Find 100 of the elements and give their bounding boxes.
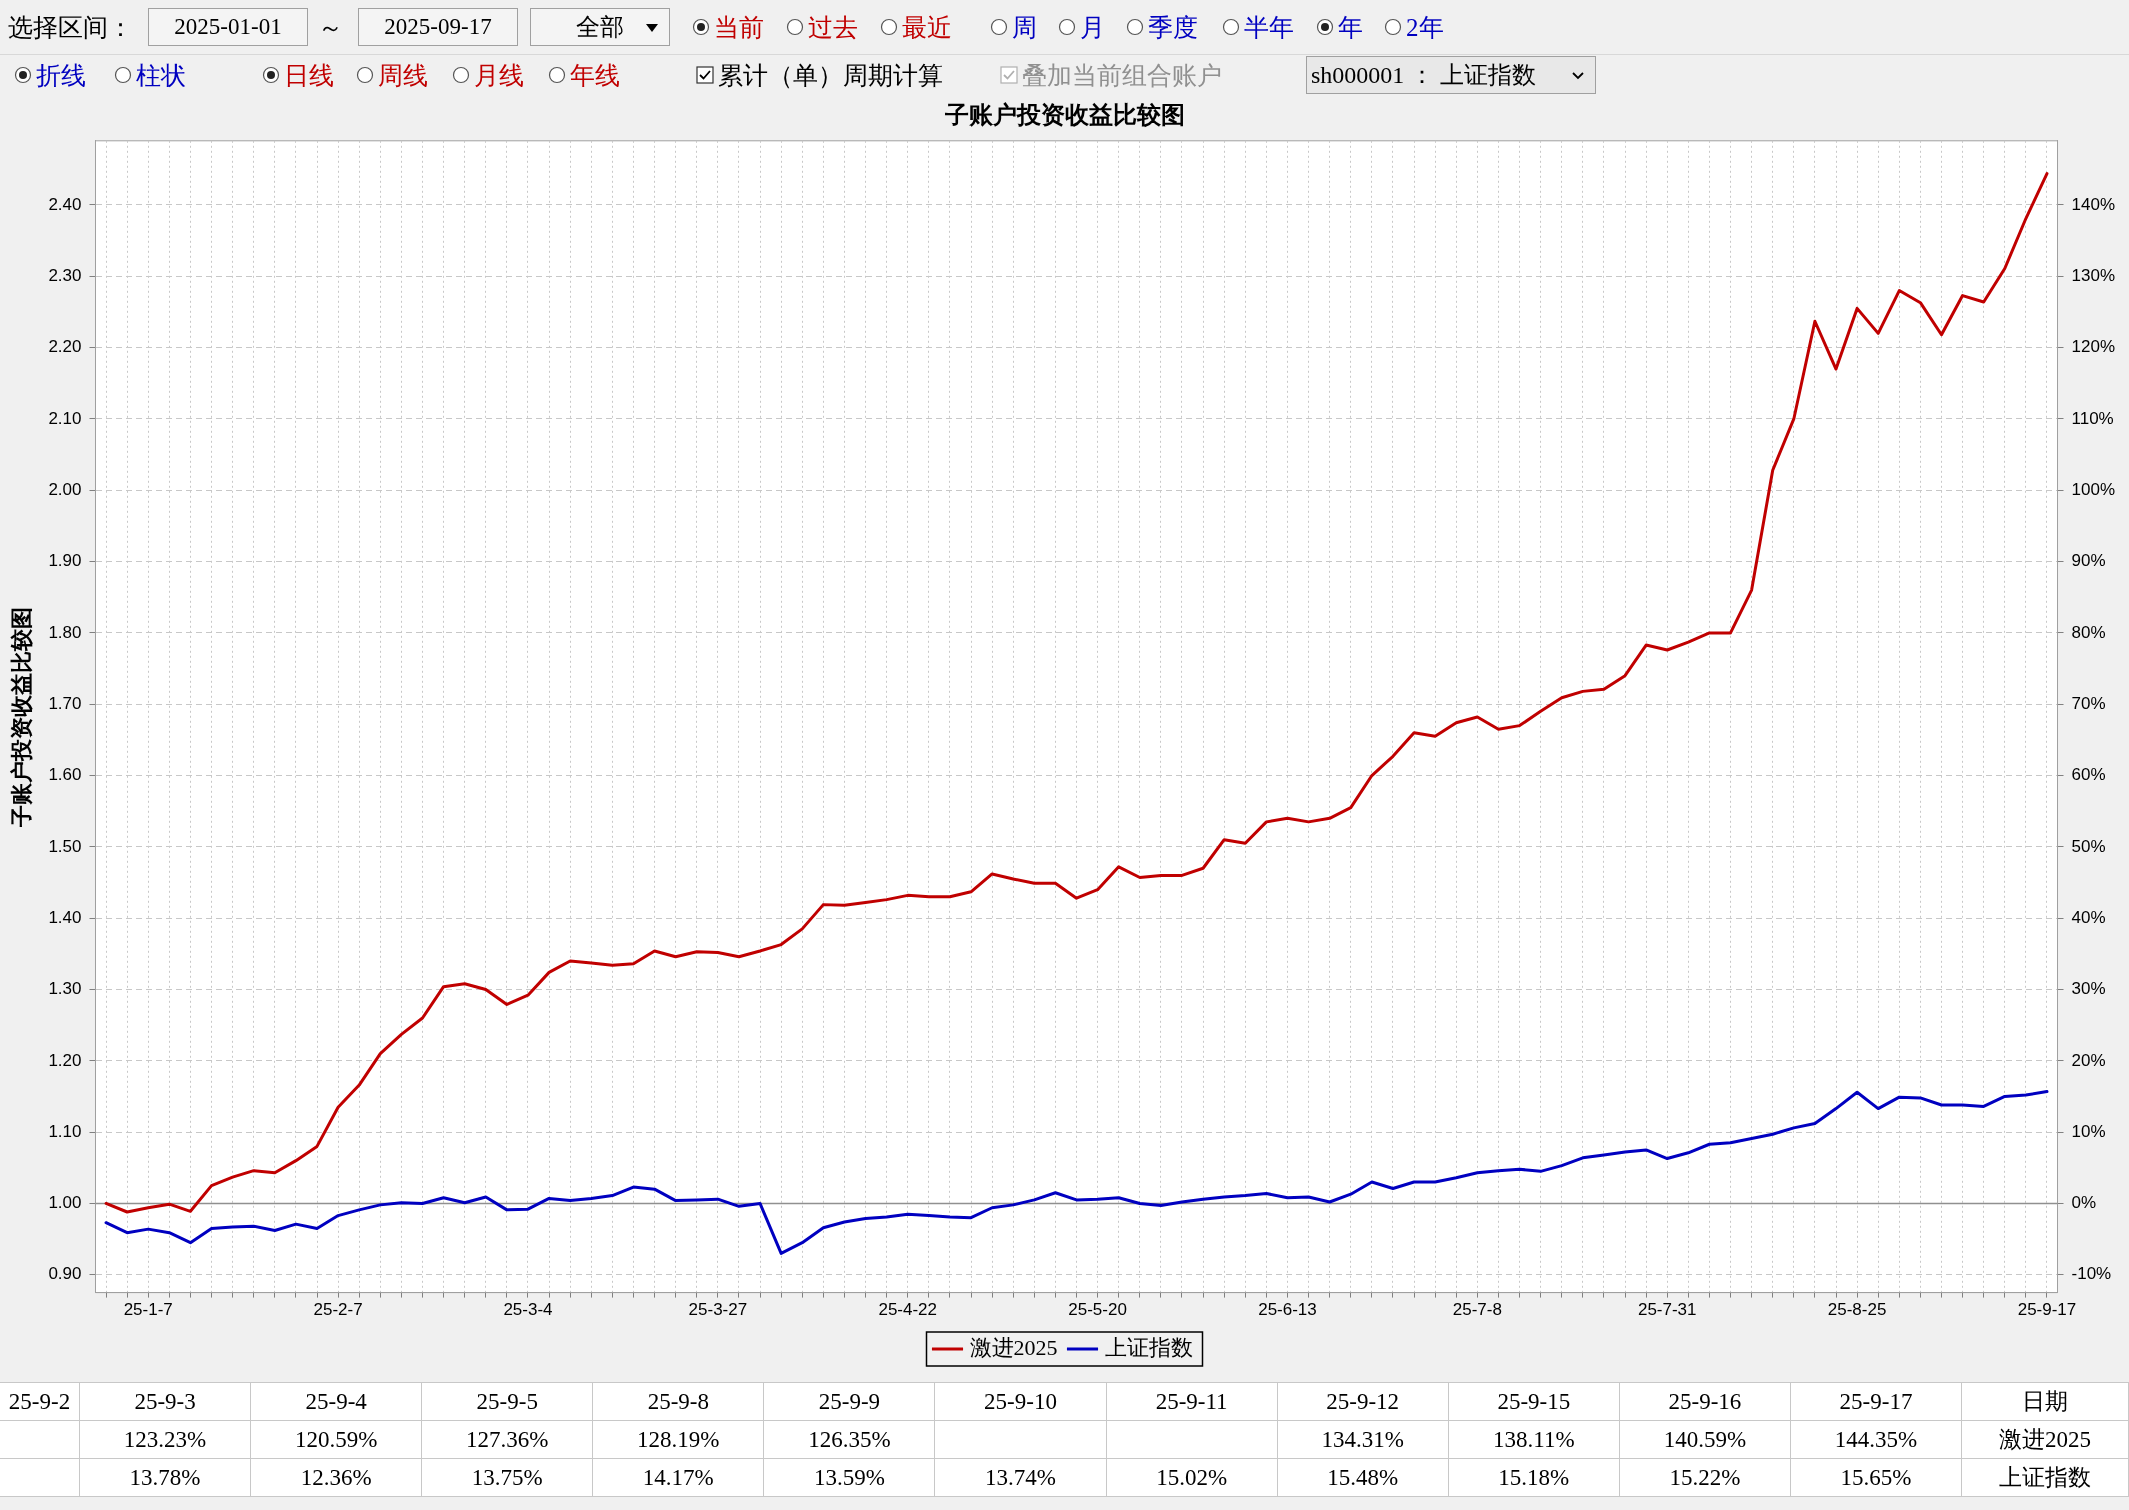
text: 过去 [808,12,858,43]
category-label: 25-9-17 [1790,1383,1963,1421]
y-tick-label: 0.90 [48,1264,82,1284]
category-label: 25-9-9 [764,1383,936,1421]
text: 日期 [1962,1383,2129,1421]
y-axis-title: 子账户投资收益比较图 [8,606,34,828]
y2-tick-label: 80% [2071,622,2106,642]
x-tick-label: 25-3-4 [503,1300,553,1320]
y-tick-label: 1.30 [48,979,82,999]
text: 累计（单）周期计算 [718,60,943,91]
y2-tick-label: 70% [2071,693,2106,713]
category-label: 25-9-8 [593,1383,765,1421]
text: 2年 [1406,12,1444,43]
y-tick-label: 2.00 [48,479,82,499]
text: 周 [1012,12,1037,43]
data-label: 128.19% [593,1421,765,1459]
data-label: 126.35% [764,1421,936,1459]
y2-tick-label: 50% [2071,836,2106,856]
y-tick-label: 1.40 [48,907,82,927]
text: 半年 [1244,12,1294,43]
category-label: 25-9-5 [422,1383,594,1421]
data-label: 13.74% [935,1459,1107,1497]
y-tick-label: 1.20 [48,1050,82,1070]
data-label: 14.17% [593,1459,765,1497]
category-label: 25-9-15 [1448,1383,1620,1421]
series-label: 激进2025 [1962,1421,2129,1459]
data-label: 12.36% [251,1459,423,1497]
category-label: 25-9-10 [935,1383,1107,1421]
y2-tick-label: 20% [2071,1050,2106,1070]
y2-tick-label: 140% [2071,194,2115,214]
y2-tick-label: 130% [2071,265,2115,285]
data-label: 13.59% [764,1459,936,1497]
text: 月 [1080,12,1105,43]
data-label: 13.75% [422,1459,594,1497]
category-label: 25-9-3 [80,1383,252,1421]
data-label: 120.59% [251,1421,423,1459]
text: 年线 [570,60,620,91]
y-tick-label: 1.80 [48,622,82,642]
text: sh000001 ： 上证指数 [1311,61,1537,90]
y-tick-label: 2.40 [48,194,82,214]
text: ～ [318,12,343,43]
y2-tick-label: 60% [2071,765,2106,785]
text: 周线 [378,60,428,91]
text: 年 [1338,12,1363,43]
x-tick-label: 25-4-22 [878,1300,938,1320]
category-label: 25-9-11 [1106,1383,1278,1421]
text: 选择区间： [8,12,133,43]
text: 日线 [284,60,334,91]
text: 上证指数 [1962,1459,2129,1497]
data-label: 15.65% [1790,1459,1963,1497]
y2-tick-label: 100% [2071,479,2115,499]
y2-tick-label: 120% [2071,337,2115,357]
chart-title: 子账户投资收益比较图 [943,101,1185,128]
y2-tick-label: 110% [2071,408,2114,428]
x-tick-label: 25-7-8 [1452,1300,1502,1320]
y2-tick-label: 0% [2071,1193,2097,1213]
text: 柱状 [136,60,186,91]
category-label: 25-9-16 [1619,1383,1791,1421]
text: 叠加当前组合账户 [1022,60,1222,91]
data-label: 15.18% [1448,1459,1620,1497]
y-tick-label: 1.70 [48,693,82,713]
data-label: 15.48% [1277,1459,1449,1497]
text: 2025-09-17 [358,8,518,46]
category-label: 25-9-4 [251,1383,423,1421]
y-tick-label: 1.60 [48,765,82,785]
x-tick-label: 25-5-20 [1068,1300,1127,1320]
data-label: 138.11% [1448,1421,1620,1459]
legend-label: 激进2025 [969,1334,1058,1360]
data-label: 144.35% [1790,1421,1963,1459]
data-label: 140.59% [1619,1421,1791,1459]
y2-tick-label: 10% [2071,1121,2106,1141]
text: 全部 [576,13,624,42]
x-tick-label: 25-7-31 [1637,1300,1697,1320]
x-tick-label: 25-2-7 [313,1300,363,1320]
data-label: 127.36% [422,1421,594,1459]
y-tick-label: 1.00 [48,1193,82,1213]
y2-tick-label: -10% [2071,1264,2112,1284]
y2-tick-label: 90% [2071,551,2106,571]
legend-label: 上证指数 [1104,1334,1193,1360]
text: 月线 [474,60,524,91]
x-tick-label: 25-6-13 [1258,1300,1317,1320]
data-label: 15.02% [1106,1459,1278,1497]
text: 最近 [902,12,952,43]
x-tick-label: 25-1-7 [123,1300,173,1320]
text: 当前 [714,12,764,43]
x-tick-label: 25-8-25 [1827,1300,1887,1320]
text: 折线 [36,60,86,91]
text: 2025-01-01 [148,8,308,46]
y-tick-label: 1.90 [48,551,82,571]
y2-tick-label: 30% [2071,979,2106,999]
x-tick-label: 25-3-27 [688,1300,748,1320]
data-label: 134.31% [1277,1421,1449,1459]
y-tick-label: 2.20 [48,337,82,357]
y-tick-label: 1.50 [48,836,82,856]
data-label: 13.78% [80,1459,252,1497]
x-tick-label: 25-9-17 [2017,1300,2077,1320]
category-label: 25-9-2 [0,1383,80,1421]
data-label: 123.23% [80,1421,252,1459]
data-label: 15.22% [1619,1459,1791,1497]
y-tick-label: 2.30 [48,265,82,285]
